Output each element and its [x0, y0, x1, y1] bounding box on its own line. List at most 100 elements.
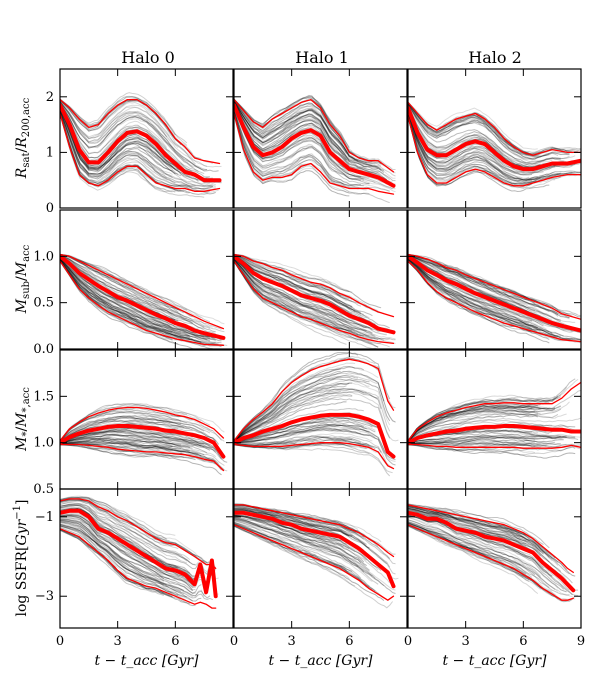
satellite-track: [408, 258, 530, 324]
satellite-track: [408, 257, 533, 322]
satellite-track: [408, 406, 556, 442]
satellite-track: [234, 104, 396, 182]
satellite-track: [408, 413, 530, 443]
satellite-track: [408, 254, 550, 308]
satellite-track: [408, 439, 541, 446]
panel: [407, 68, 582, 209]
satellite-track: [408, 506, 524, 539]
satellite-track: [60, 253, 225, 325]
satellite-track: [408, 435, 579, 444]
satellite-track: [60, 438, 182, 446]
satellite-track: [234, 514, 365, 563]
panel-frame: [233, 209, 408, 350]
satellite-track: [408, 404, 541, 442]
satellite-track: [60, 108, 176, 175]
satellite-track: [234, 106, 393, 190]
satellite-track: [234, 101, 359, 162]
panel-frame: [407, 488, 582, 629]
satellite-track: [60, 106, 199, 178]
panel: [407, 349, 582, 490]
y-tick-label: 1.5: [33, 389, 54, 404]
satellite-track: [408, 109, 538, 173]
satellite-track: [408, 254, 570, 318]
satellite-track: [60, 519, 165, 582]
satellite-track: [234, 519, 370, 572]
panel-frame: [407, 68, 582, 209]
panel-lines: [234, 253, 396, 349]
satellite-track: [60, 257, 222, 341]
satellite-track: [60, 258, 190, 338]
satellite-track: [60, 434, 213, 449]
satellite-track: [234, 509, 391, 568]
lower-percentile-line: [60, 260, 225, 346]
satellite-track: [234, 255, 367, 319]
satellite-track: [234, 438, 347, 446]
satellite-track: [234, 517, 385, 587]
satellite-track: [234, 106, 365, 180]
satellite-track: [60, 101, 179, 148]
satellite-track: [60, 259, 190, 337]
satellite-track: [408, 258, 544, 327]
satellite-track: [234, 255, 353, 314]
satellite-track: [408, 103, 581, 155]
satellite-track: [60, 437, 190, 448]
satellite-track: [408, 259, 564, 337]
satellite-track: [60, 429, 205, 444]
panel-frame: [59, 209, 234, 350]
satellite-track: [408, 114, 581, 182]
satellite-track: [408, 259, 561, 337]
x-tick-label: 0: [404, 634, 412, 649]
satellite-track: [234, 514, 347, 545]
satellite-track: [234, 260, 373, 344]
satellite-track: [408, 509, 562, 572]
satellite-track: [60, 496, 167, 540]
satellite-track: [408, 113, 561, 184]
satellite-track: [408, 523, 570, 596]
satellite-track: [408, 108, 581, 171]
satellite-track: [234, 515, 370, 571]
panel-lines: [60, 92, 222, 198]
satellite-track: [60, 497, 196, 556]
satellite-track: [234, 416, 382, 444]
satellite-track: [234, 106, 362, 178]
satellite-track: [60, 257, 213, 338]
satellite-track: [408, 515, 544, 568]
satellite-track: [408, 254, 559, 316]
median-line: [408, 424, 581, 445]
satellite-track: [60, 419, 217, 443]
satellite-track: [234, 102, 344, 156]
satellite-track: [408, 257, 573, 332]
x-tick-label: 3: [288, 634, 296, 649]
satellite-track: [60, 444, 216, 465]
satellite-track: [234, 257, 373, 331]
lower-percentile-line: [408, 115, 581, 187]
lower-percentile-line: [234, 442, 395, 470]
satellite-track: [408, 255, 541, 317]
satellite-track: [408, 508, 544, 555]
satellite-track: [408, 106, 576, 165]
satellite-track: [60, 254, 179, 313]
satellite-track: [234, 515, 382, 571]
satellite-track: [408, 440, 535, 446]
satellite-track: [408, 112, 544, 174]
satellite-track: [234, 506, 370, 549]
satellite-track: [60, 415, 205, 442]
satellite-track: [234, 401, 347, 443]
satellite-track: [234, 509, 396, 575]
satellite-track: [234, 100, 345, 144]
satellite-track: [408, 438, 564, 445]
satellite-track: [234, 365, 379, 442]
satellite-track: [408, 109, 581, 173]
satellite-track: [408, 103, 530, 155]
satellite-track: [408, 412, 567, 443]
satellite-track: [60, 499, 179, 550]
satellite-track: [234, 515, 362, 564]
satellite-track: [60, 257, 211, 342]
satellite-track: [408, 116, 533, 189]
satellite-track: [408, 259, 581, 341]
satellite-track: [60, 497, 202, 560]
satellite-track: [234, 255, 390, 329]
upper-percentile-line: [234, 504, 395, 558]
satellite-track: [60, 109, 179, 175]
satellite-track: [60, 102, 193, 169]
